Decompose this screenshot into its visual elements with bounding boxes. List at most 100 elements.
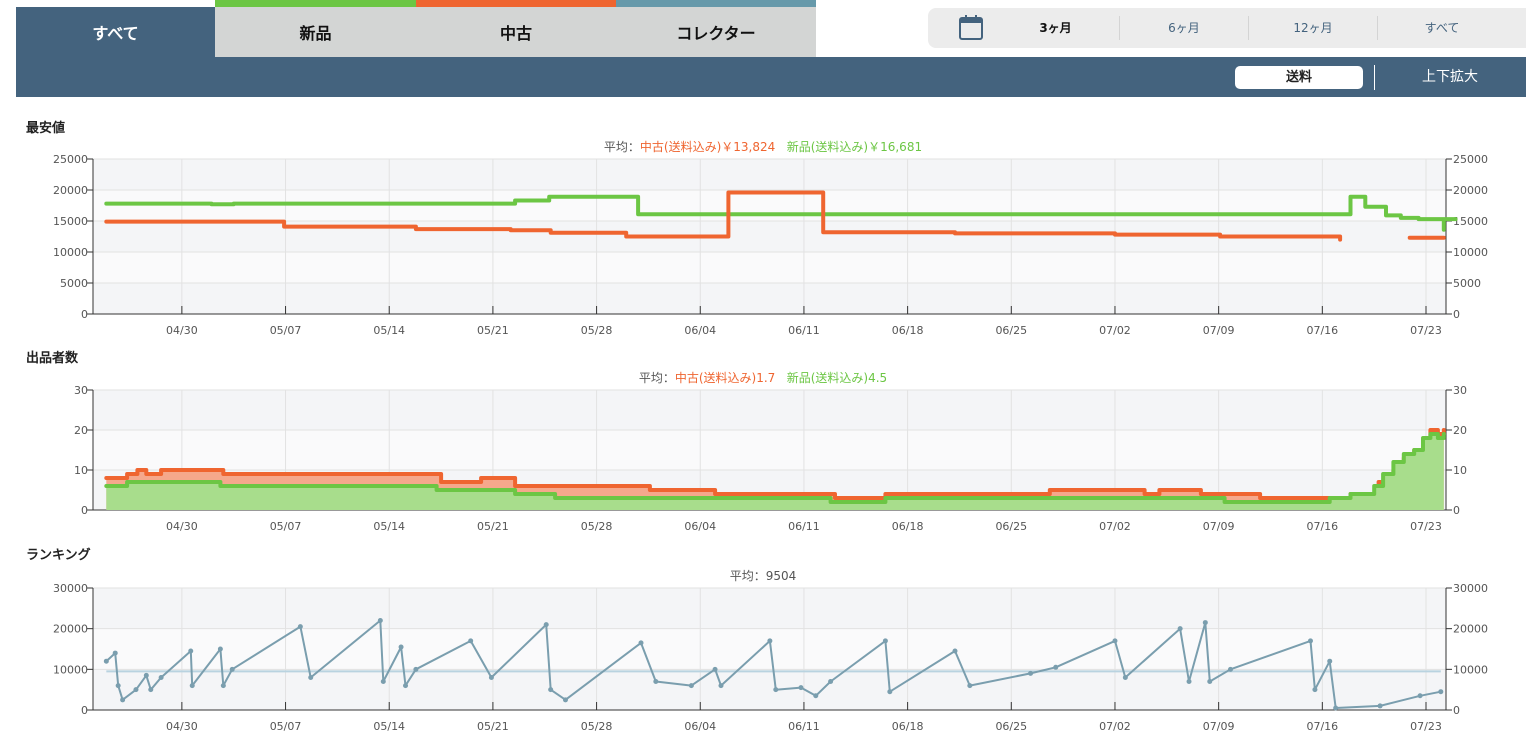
data-point (158, 674, 164, 680)
x-tick-label: 06/18 (892, 720, 924, 733)
x-tick-label: 06/11 (788, 324, 820, 337)
data-point (548, 687, 554, 693)
period-12m[interactable]: 12ヶ月 (1248, 16, 1377, 40)
x-tick-label: 06/04 (684, 520, 716, 533)
calendar-icon[interactable] (959, 14, 983, 40)
avg-used: 中古(送料込み)1.7 (674, 371, 776, 385)
x-tick-label: 04/30 (166, 520, 198, 533)
plot-band (93, 252, 1446, 283)
x-tick-label: 07/02 (1099, 520, 1131, 533)
data-point (798, 685, 804, 691)
data-point (1312, 687, 1318, 693)
x-tick-label: 05/21 (477, 520, 509, 533)
y-tick-label-right: 15000 (1453, 215, 1488, 228)
tab-color-stripe (215, 0, 416, 7)
tab-2[interactable]: 中古 (416, 0, 616, 57)
period-6m[interactable]: 6ヶ月 (1119, 16, 1248, 40)
ranking-average: 平均：9504 (0, 567, 1526, 584)
data-point (1207, 679, 1213, 685)
data-point (638, 640, 644, 646)
y-tick-label-right: 10000 (1453, 246, 1488, 259)
x-tick-label: 04/30 (166, 324, 198, 337)
data-point (882, 638, 888, 644)
avg-prefix: 平均： (729, 569, 766, 583)
y-tick-label-right: 10000 (1453, 663, 1488, 676)
x-tick-label: 05/07 (270, 520, 302, 533)
x-tick-label: 05/07 (270, 720, 302, 733)
y-tick-label-left: 0 (81, 704, 88, 717)
x-tick-label: 06/18 (892, 520, 924, 533)
y-tick-label-left: 20000 (53, 184, 88, 197)
x-tick-label: 06/25 (995, 324, 1027, 337)
data-point (1053, 664, 1059, 670)
data-point (1327, 658, 1333, 664)
x-tick-label: 07/02 (1099, 324, 1131, 337)
period-3m[interactable]: 3ヶ月 (1039, 21, 1072, 35)
tab-color-stripe (416, 0, 616, 7)
data-point (653, 679, 659, 685)
x-tick-label: 05/28 (581, 720, 613, 733)
y-tick-label-left: 20 (74, 424, 88, 437)
data-point (1112, 638, 1118, 644)
x-tick-label: 07/23 (1410, 720, 1442, 733)
x-tick-label: 06/25 (995, 720, 1027, 733)
y-tick-label-left: 10000 (53, 246, 88, 259)
x-tick-label: 07/16 (1306, 720, 1338, 733)
data-point (403, 683, 409, 689)
data-point (952, 648, 958, 654)
data-point (377, 618, 383, 624)
avg-used: 中古(送料込み)￥13,824 (639, 140, 776, 154)
tab-3[interactable]: コレクター (616, 0, 816, 57)
y-tick-label-left: 15000 (53, 215, 88, 228)
x-tick-label: 05/28 (581, 324, 613, 337)
avg-value: 9504 (765, 569, 797, 583)
avg-new: 新品(送料込み)￥16,681 (786, 140, 923, 154)
x-tick-label: 05/07 (270, 324, 302, 337)
shipping-toggle-button[interactable]: 送料 (1235, 66, 1363, 89)
tab-label: 新品 (299, 24, 332, 43)
divider (1374, 65, 1375, 90)
data-point (120, 697, 126, 703)
data-point (488, 674, 494, 680)
x-tick-label: 05/14 (373, 520, 405, 533)
series-line-0 (104, 194, 1458, 232)
y-tick-label-right: 10 (1453, 464, 1467, 477)
x-tick-label: 05/14 (373, 324, 405, 337)
data-point (1307, 638, 1313, 644)
tab-0[interactable]: すべて (16, 7, 215, 57)
y-tick-label-left: 25000 (53, 153, 88, 166)
data-point (220, 683, 226, 689)
y-tick-label-right: 0 (1453, 704, 1460, 717)
data-point (1227, 666, 1233, 672)
plot-band (93, 628, 1446, 670)
y-tick-label-right: 20 (1453, 424, 1467, 437)
avg-prefix: 平均： (638, 371, 675, 385)
data-point (413, 666, 419, 672)
data-point (813, 693, 819, 699)
x-tick-label: 07/09 (1203, 520, 1235, 533)
y-tick-label-right: 30 (1453, 384, 1467, 397)
data-point (718, 683, 724, 689)
chart-title-ranking: ランキング (26, 548, 91, 563)
data-point (148, 687, 154, 693)
x-tick-label: 07/16 (1306, 520, 1338, 533)
y-tick-label-right: 20000 (1453, 184, 1488, 197)
avg-prefix: 平均： (603, 140, 640, 154)
data-point (398, 644, 404, 650)
x-tick-label: 07/02 (1099, 720, 1131, 733)
avg-new: 新品(送料込み)4.5 (786, 371, 888, 385)
data-point (967, 683, 973, 689)
data-point (103, 658, 109, 664)
data-point (112, 650, 118, 656)
x-tick-label: 04/30 (166, 720, 198, 733)
data-point (229, 666, 235, 672)
y-tick-label-right: 5000 (1453, 277, 1481, 290)
data-point (1438, 689, 1444, 695)
tab-1[interactable]: 新品 (215, 0, 416, 57)
x-tick-label: 05/21 (477, 720, 509, 733)
x-tick-label: 06/04 (684, 720, 716, 733)
period-all[interactable]: すべて (1377, 16, 1506, 40)
vertical-zoom-button[interactable]: 上下拡大 (1422, 69, 1478, 85)
price-average: 平均：中古(送料込み)￥13,824 新品(送料込み)￥16,681 (0, 138, 1526, 155)
